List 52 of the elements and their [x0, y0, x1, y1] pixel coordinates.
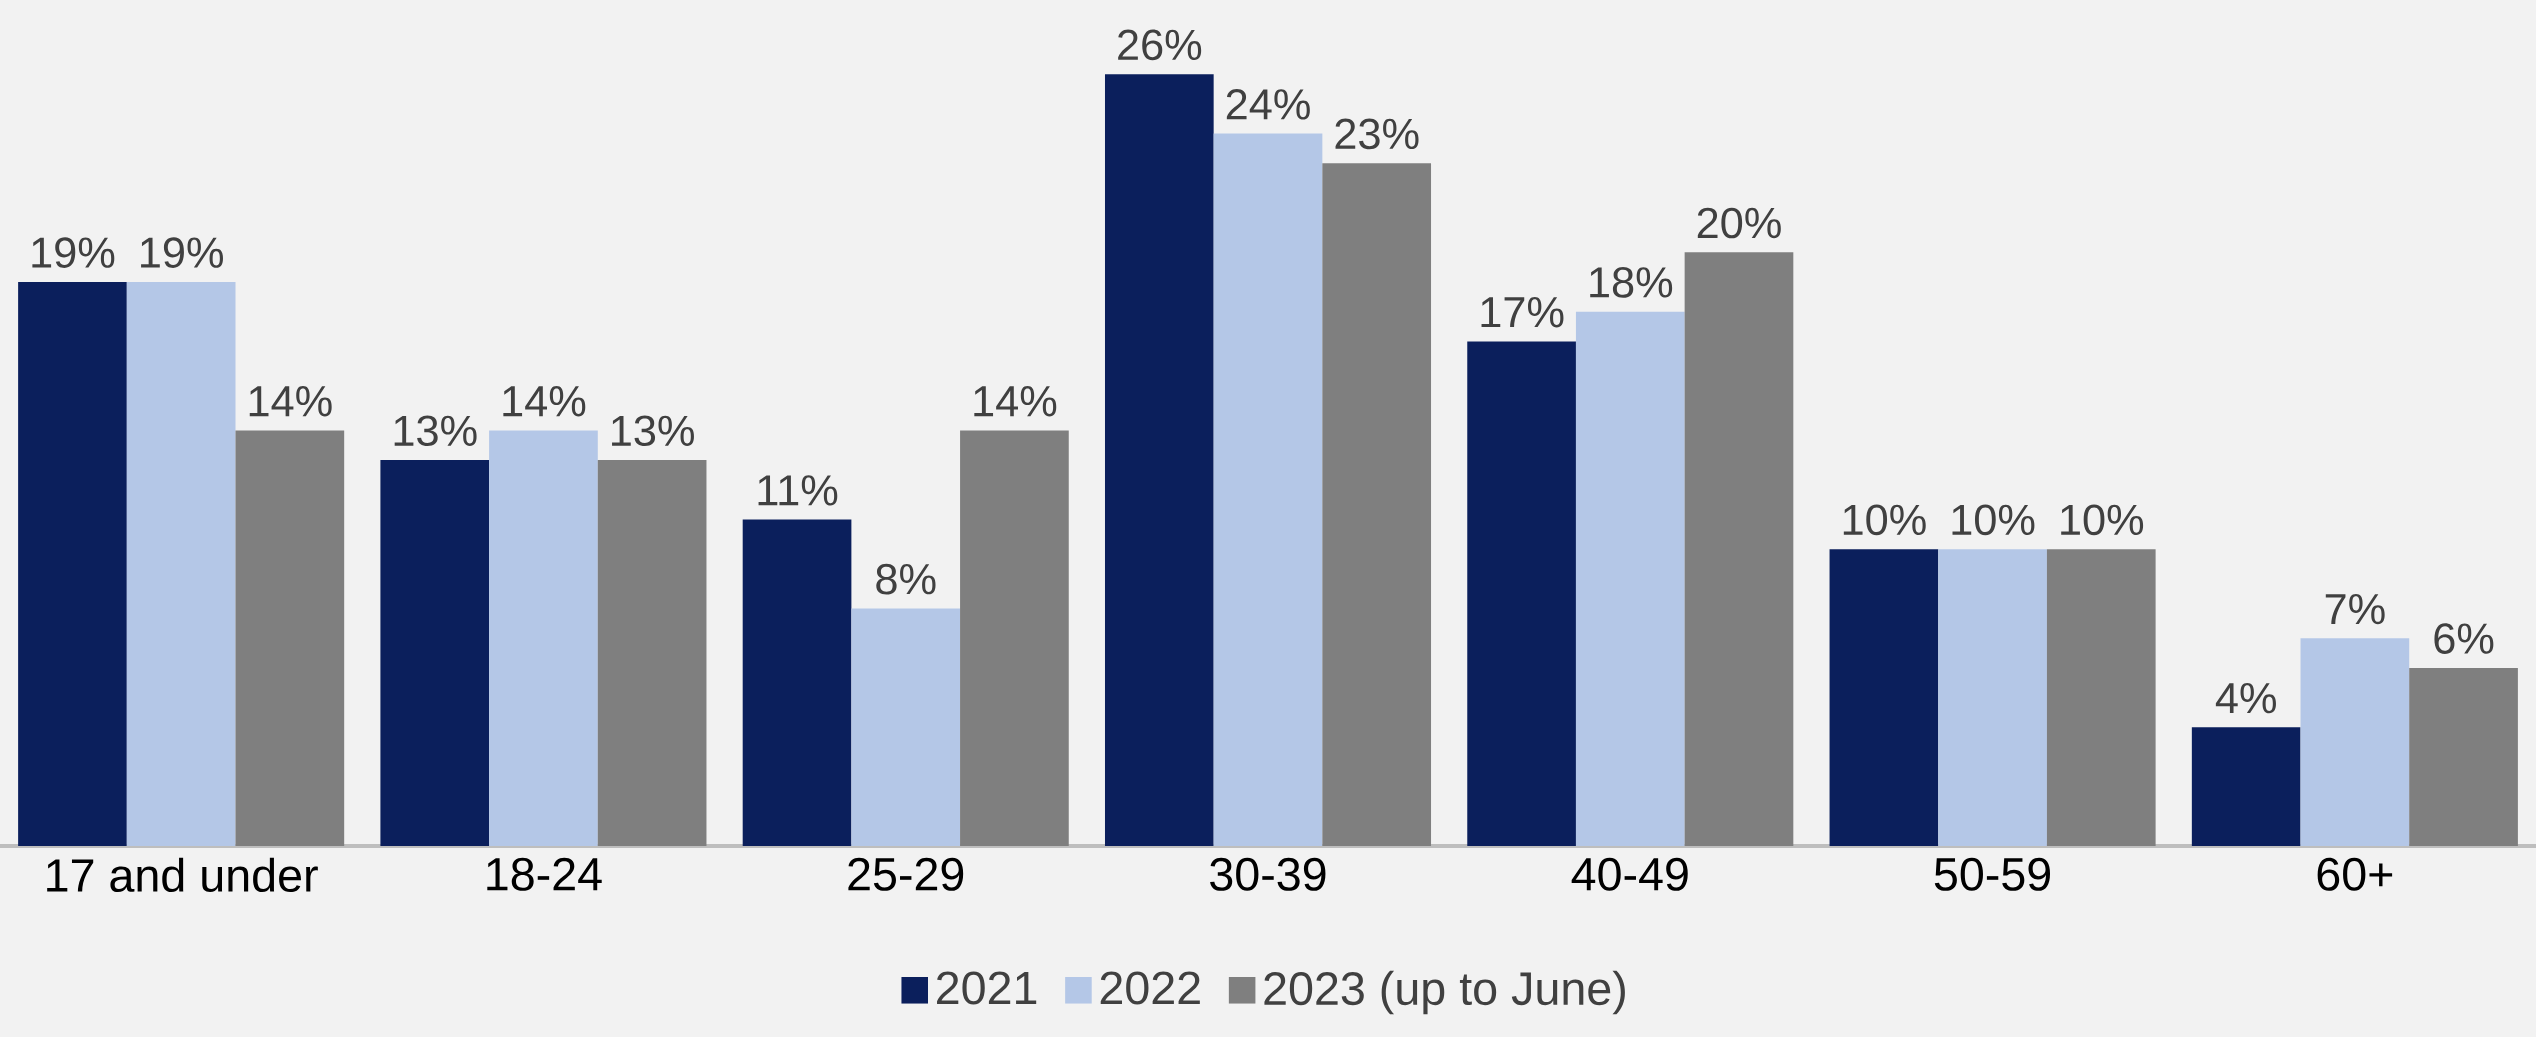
bar — [851, 608, 961, 847]
x-tick-label: 60+ — [2317, 857, 2393, 891]
legend-label: 2023 (up to June) — [1264, 970, 1625, 1015]
data-label: 18% — [1590, 267, 1673, 298]
data-label: 7% — [2325, 593, 2385, 625]
data-label: 14% — [974, 386, 1057, 417]
data-label: 6% — [2434, 623, 2494, 654]
legend-label: 2022 — [1100, 971, 1200, 1005]
data-label: 19% — [141, 237, 223, 268]
bar — [2300, 638, 2410, 847]
data-label: 26% — [1118, 29, 1202, 61]
legend-label: 2021 — [937, 971, 1037, 1005]
data-label: 13% — [394, 415, 477, 447]
data-label: 10% — [1952, 504, 2035, 536]
bar — [1829, 549, 1939, 847]
bar — [2046, 549, 2156, 847]
data-label: 19% — [32, 237, 115, 268]
bar — [2191, 727, 2301, 847]
x-tick-label: 40-49 — [1571, 857, 1688, 891]
x-tick-label: 25-29 — [848, 857, 964, 891]
bar — [126, 282, 236, 847]
bar — [1213, 133, 1323, 847]
bar — [597, 460, 707, 847]
bar — [1938, 549, 2047, 847]
bar — [2409, 667, 2518, 847]
bar — [1575, 311, 1685, 847]
bar — [960, 430, 1069, 847]
data-label: 17% — [1481, 297, 1564, 328]
bar — [1684, 252, 1794, 847]
bar — [380, 460, 490, 847]
bar — [1104, 74, 1214, 847]
data-label: 23% — [1335, 118, 1419, 150]
bar — [742, 519, 852, 847]
bar — [1467, 341, 1576, 847]
bar — [235, 430, 345, 847]
data-label: 20% — [1697, 207, 1781, 239]
data-label: 13% — [612, 415, 694, 447]
data-label: 10% — [2061, 504, 2144, 536]
bar — [489, 430, 598, 847]
bar — [1322, 163, 1432, 847]
data-label: 8% — [876, 563, 936, 595]
data-label: 14% — [503, 386, 586, 417]
x-tick-label: 30-39 — [1210, 857, 1326, 891]
bar — [18, 282, 127, 847]
data-label: 10% — [1843, 504, 1926, 536]
data-label: 14% — [249, 386, 332, 417]
x-tick-label: 50-59 — [1934, 857, 2051, 891]
x-tick-label: 17 and under — [47, 857, 318, 893]
x-tick-label: 18-24 — [487, 857, 602, 891]
data-label: 4% — [2215, 682, 2276, 714]
data-label: 11% — [758, 475, 838, 506]
data-label: 24% — [1226, 89, 1310, 120]
